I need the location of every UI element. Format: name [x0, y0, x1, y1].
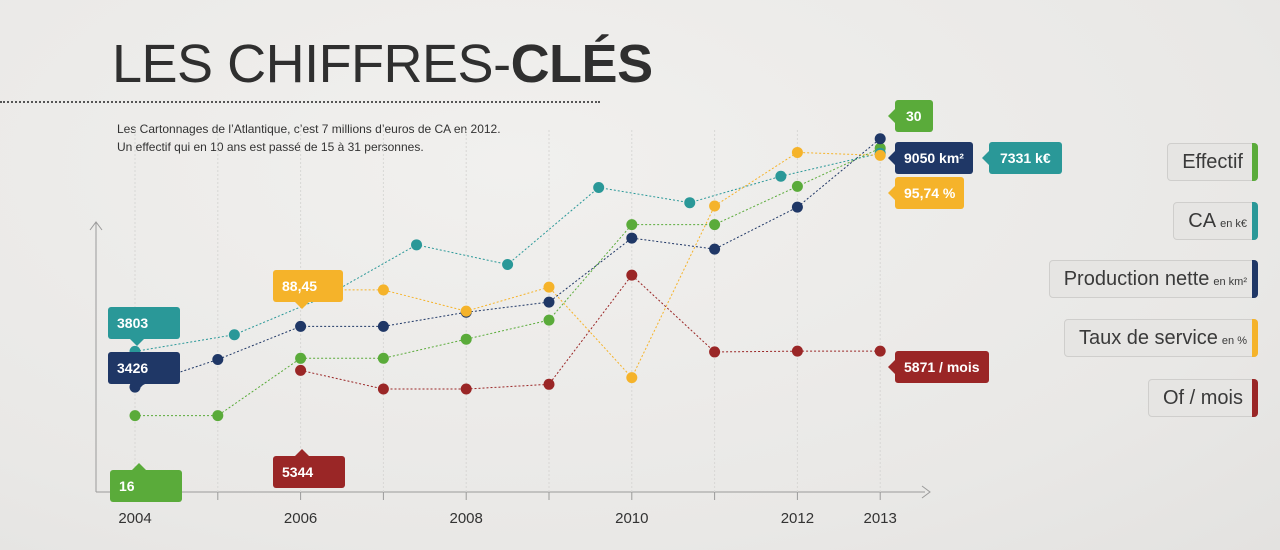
legend-production-nette[interactable]: Production nette en km²: [1048, 260, 1258, 298]
legend-unit: en %: [1221, 335, 1247, 347]
data-point: [709, 243, 721, 255]
series-line: [135, 147, 881, 417]
data-point: [593, 182, 605, 194]
legend-color-swatch: [1252, 379, 1258, 417]
legend-label: CA: [1188, 210, 1217, 232]
legend-effectif[interactable]: Effectif: [1167, 143, 1258, 181]
x-tick-label: 2006: [284, 510, 317, 527]
tag-ca-end: 7331 k€: [982, 142, 1062, 174]
data-point: [874, 133, 886, 145]
data-point: [295, 364, 307, 376]
legend-color-swatch: [1252, 202, 1258, 240]
y-axis-arrow: [89, 221, 103, 231]
data-point: [626, 232, 638, 244]
data-point: [684, 197, 696, 209]
data-point: [502, 258, 514, 270]
legend-ca[interactable]: CA en k€: [1173, 202, 1258, 240]
tag-effectif-end: 30: [888, 100, 933, 132]
data-point: [874, 149, 886, 161]
data-point: [543, 378, 555, 390]
legend-label: Effectif: [1182, 151, 1243, 173]
intro-line-2: Un effectif qui en 10 ans est passé de 1…: [117, 140, 424, 154]
data-point: [626, 269, 638, 281]
data-point: [709, 346, 721, 358]
intro-text: Les Cartonnages de l’Atlantique, c’est 7…: [117, 120, 577, 156]
data-point: [543, 314, 555, 326]
data-point: [791, 345, 803, 357]
data-point: [377, 284, 389, 296]
x-tick-label: 2004: [118, 510, 151, 527]
data-point: [709, 200, 721, 212]
tag-of-end: 5871 / mois: [888, 351, 989, 383]
data-point: [543, 296, 555, 308]
tag-taux-start: 88,45: [273, 270, 343, 309]
legend-color-swatch: [1252, 319, 1258, 357]
data-point: [775, 170, 787, 182]
series-line: [300, 274, 881, 390]
x-tick-label: 2012: [781, 510, 814, 527]
legend-color-swatch: [1252, 143, 1258, 181]
tag-prod-end: 9050 km²: [888, 142, 973, 174]
legend-label: Taux de service: [1078, 327, 1218, 349]
tag-ca-start: 3803: [108, 307, 180, 346]
data-point: [212, 354, 224, 366]
legend-unit: en km²: [1213, 276, 1247, 288]
data-point: [709, 219, 721, 231]
data-point: [295, 320, 307, 332]
x-tick-label: 2008: [450, 510, 483, 527]
data-point: [377, 383, 389, 395]
data-point: [874, 345, 886, 357]
legend-unit: en k€: [1220, 218, 1247, 230]
series-line: [134, 152, 881, 352]
title-divider: [0, 101, 600, 103]
intro-line-1: Les Cartonnages de l’Atlantique, c’est 7…: [117, 122, 501, 136]
data-point: [411, 239, 423, 251]
legend-color-swatch: [1252, 260, 1258, 298]
legend-label: Production nette: [1063, 268, 1210, 290]
data-point: [377, 320, 389, 332]
tag-taux-end: 95,74 %: [887, 177, 965, 209]
data-point: [626, 219, 638, 231]
tag-of-start: 5344: [273, 449, 345, 488]
tag-effectif-start: 16: [110, 463, 182, 502]
data-point: [543, 281, 555, 293]
tag-prod-start: 3426: [108, 352, 180, 391]
legend-label: Of / mois: [1162, 387, 1243, 409]
data-point: [460, 333, 472, 345]
data-point: [129, 410, 141, 422]
data-point: [377, 352, 389, 364]
series-line: [300, 151, 881, 379]
x-tick-label: 2010: [615, 510, 648, 527]
legend-of-mois[interactable]: Of / mois: [1147, 379, 1258, 417]
data-point: [791, 180, 803, 192]
data-point: [626, 372, 638, 384]
x-tick-label: 2013: [864, 510, 897, 527]
legend-taux-de-service[interactable]: Taux de service en %: [1063, 319, 1258, 357]
data-point: [791, 146, 803, 158]
data-point: [212, 410, 224, 422]
data-point: [460, 305, 472, 317]
data-point: [295, 352, 307, 364]
x-axis-arrow: [921, 485, 931, 499]
data-point: [460, 383, 472, 395]
data-point: [228, 329, 240, 341]
series-line: [134, 138, 881, 388]
page-title: LES CHIFFRES-CLÉS: [112, 34, 653, 94]
data-point: [791, 201, 803, 213]
